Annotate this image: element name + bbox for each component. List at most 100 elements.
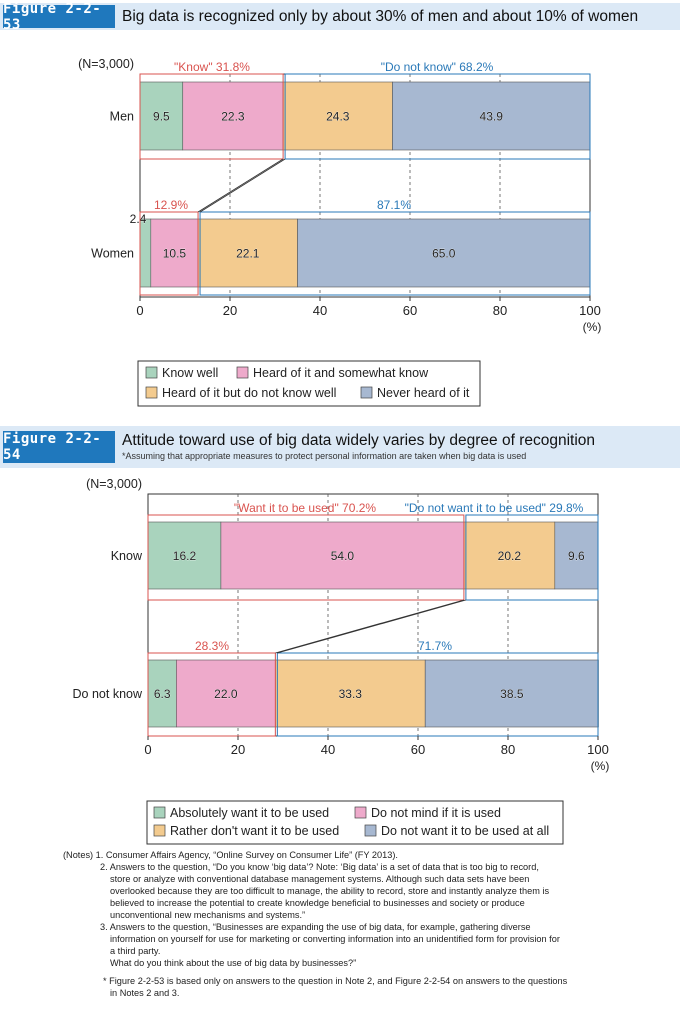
legend-swatch	[145, 366, 158, 379]
legend-label: Absolutely want it to be used	[170, 806, 329, 820]
note-line: believed to increase the potential to cr…	[110, 898, 525, 908]
fig1-title: Big data is recognized only by about 30%…	[122, 8, 639, 25]
bar-segment	[554, 521, 599, 590]
note-line: 2. Answers to the question, “Do you know…	[100, 862, 539, 872]
note-line: store or analyze with conventional datab…	[110, 874, 530, 884]
note-line: unconventional new mechanisms and system…	[110, 910, 306, 920]
data-label: 9.5	[153, 110, 170, 124]
group-bracket-left	[147, 652, 276, 737]
note-line: a third party.	[110, 946, 161, 956]
legend-swatch	[364, 824, 377, 837]
connector-line	[199, 158, 286, 213]
bar-segment	[297, 218, 591, 288]
category-label: Do not know	[73, 687, 143, 701]
data-label: 24.3	[326, 110, 350, 124]
note-line: information on yourself for use for mark…	[110, 934, 560, 944]
data-label: 38.5	[500, 687, 524, 701]
unit-label: (%)	[591, 759, 610, 773]
chart1: (N=3,000) Men 9.5 22.3 24.3 43.9 "Know" 31.8% "…	[78, 57, 602, 407]
group-bracket-left	[139, 73, 284, 160]
tick-label: 20	[223, 303, 237, 318]
bar-segment	[150, 218, 199, 288]
connector-line	[277, 599, 467, 654]
note-line: What do you think about the use of big d…	[110, 958, 357, 968]
fig2-subtitle: *Assuming that appropriate measures to p…	[122, 451, 527, 461]
tick-label: 100	[579, 303, 601, 318]
group-bracket-right	[284, 73, 591, 160]
group-bracket-right	[199, 211, 591, 296]
data-label: 22.1	[236, 247, 260, 261]
group-label-right: "Do not know" 68.2%	[381, 60, 494, 74]
bar-segment	[220, 521, 465, 590]
bar-segment	[176, 659, 276, 728]
tick-label: 0	[136, 303, 143, 318]
legend-label: Know well	[162, 366, 218, 380]
n-label: (N=3,000)	[78, 57, 134, 71]
data-label: 65.0	[432, 247, 456, 261]
bar-segment	[139, 218, 152, 288]
group-label-left: "Know" 31.8%	[174, 60, 250, 74]
bar-segment	[424, 659, 599, 728]
tick-label: 40	[321, 742, 335, 757]
note-line: in Notes 2 and 3.	[110, 988, 180, 998]
connector-line	[275, 599, 465, 654]
group-bracket-left	[139, 211, 199, 296]
data-label: 22.0	[214, 687, 238, 701]
legend-label: Rather don't want it to be used	[170, 824, 339, 838]
connector-line	[197, 158, 284, 213]
fig1-label: Figure 2-2-53	[3, 1, 115, 33]
chart2: (N=3,000) Know 16.2 54.0 20.2 9.6 "Want it to …	[73, 477, 610, 845]
bar-segment	[139, 81, 184, 151]
legend-swatch	[354, 806, 367, 819]
note-line: overlooked because they are too difficul…	[110, 886, 550, 896]
data-label: 16.2	[173, 549, 197, 563]
fig2-label: Figure 2-2-54	[3, 431, 115, 463]
group-label-right: "Do not want it to be used" 29.8%	[405, 501, 584, 515]
fig2-header: Figure 2-2-54 Attitude toward use of big…	[0, 426, 680, 468]
legend-swatch	[153, 806, 166, 819]
n-label: (N=3,000)	[86, 477, 142, 491]
data-label: 10.5	[163, 247, 187, 261]
group-label-left: 28.3%	[195, 639, 229, 653]
legend-label: Heard of it but do not know well	[162, 386, 336, 400]
legend-label: Do not want it to be used at all	[381, 824, 549, 838]
data-label: 43.9	[480, 110, 504, 124]
legend-box	[137, 360, 481, 407]
group-bracket-right	[465, 514, 599, 601]
bar-segment	[392, 81, 591, 151]
note-line: (Notes) 1. Consumer Affairs Agency, “Onl…	[63, 850, 398, 860]
tick-label: 0	[144, 742, 151, 757]
bar-segment	[147, 521, 222, 590]
tick-label: 100	[587, 742, 609, 757]
category-label: Men	[110, 110, 134, 124]
data-label: 9.6	[568, 549, 585, 563]
bar-segment	[182, 81, 284, 151]
category-label: Women	[91, 247, 134, 261]
fig1-header: Figure 2-2-53 Big data is recognized onl…	[0, 1, 680, 33]
tick-label: 80	[501, 742, 515, 757]
legend-swatch	[236, 366, 249, 379]
group-bracket-left	[147, 514, 465, 601]
category-label: Know	[111, 549, 143, 563]
note-line: 3. Answers to the question, “Businesses …	[100, 922, 531, 932]
tick-label: 60	[403, 303, 417, 318]
group-label-right: 71.7%	[418, 639, 452, 653]
bar-segment	[463, 521, 556, 590]
legend-label: Do not mind if it is used	[371, 806, 501, 820]
unit-label: (%)	[583, 320, 602, 334]
data-label: 54.0	[331, 549, 355, 563]
data-label: 6.3	[154, 687, 171, 701]
legend-label: Heard of it and somewhat know	[253, 366, 429, 380]
data-label: 20.2	[498, 549, 522, 563]
data-label: 2.4	[130, 212, 147, 226]
legend-swatch	[153, 824, 166, 837]
group-label-left: 12.9%	[154, 198, 188, 212]
group-label-right: 87.1%	[377, 198, 411, 212]
tick-label: 60	[411, 742, 425, 757]
data-label: 33.3	[339, 687, 363, 701]
note-line: * Figure 2-2-53 is based only on answers…	[103, 976, 568, 986]
legend-swatch	[360, 386, 373, 399]
tick-label: 80	[493, 303, 507, 318]
group-label-left: "Want it to be used" 70.2%	[234, 501, 376, 515]
legend-label: Never heard of it	[377, 386, 470, 400]
